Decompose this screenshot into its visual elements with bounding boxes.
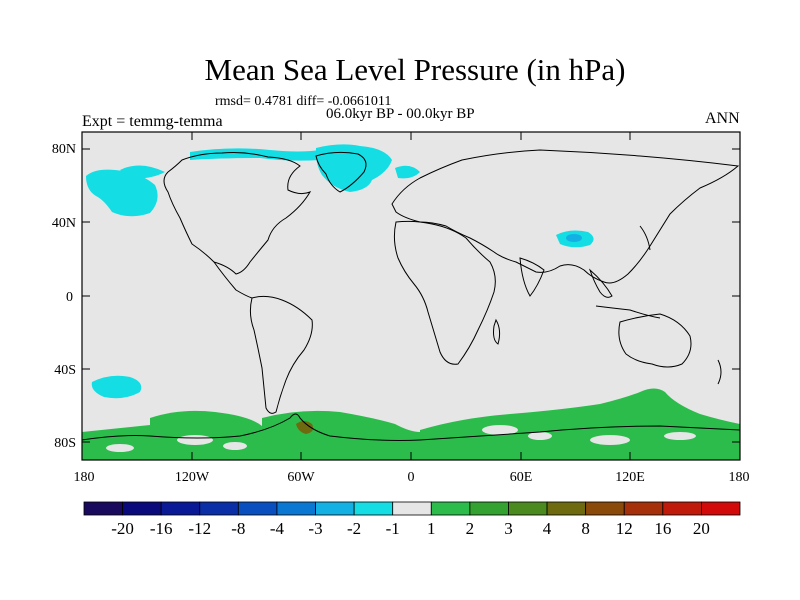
colorbar-label: -20 — [111, 519, 134, 538]
antarctic-gaps — [106, 425, 696, 452]
tibet-core — [566, 234, 582, 242]
lat-label-80n: 80N — [52, 142, 76, 157]
colorbar-swatch — [315, 501, 355, 516]
colorbar-swatch — [276, 501, 316, 516]
north-atlantic-low — [395, 165, 420, 179]
lon-label-120e: 120E — [615, 470, 645, 485]
colorbar-label: -8 — [231, 519, 246, 538]
antarctic-high-east — [420, 388, 740, 460]
lon-ticks — [191, 132, 631, 460]
colorbar-swatch — [585, 501, 625, 516]
colorbar-swatch — [392, 501, 432, 516]
colorbar-label: 4 — [542, 519, 552, 538]
colorbar-label: 20 — [692, 519, 710, 538]
south-pacific-low — [91, 375, 142, 399]
colorbar-swatch — [546, 501, 587, 516]
colorbar-swatch — [237, 501, 278, 516]
central-america-coast — [213, 261, 253, 299]
colorbar — [83, 501, 741, 516]
greenland-coast — [315, 151, 367, 193]
lat-label-40n: 40N — [52, 216, 76, 231]
madagascar-coast — [493, 318, 501, 345]
experiment-label: Expt = temmg-temma — [82, 113, 223, 130]
north-pacific-low-east — [120, 165, 165, 179]
antarctic-high-west — [150, 410, 262, 460]
japan-coast — [639, 225, 651, 251]
australia-coast — [618, 313, 692, 368]
lat-label-0: 0 — [66, 290, 73, 305]
colorbar-label: -12 — [188, 519, 212, 538]
colorbar-swatch — [430, 501, 471, 516]
lon-label-60w: 60W — [287, 470, 315, 485]
south-america-coast — [249, 295, 313, 414]
colorbar-label: 8 — [581, 519, 590, 538]
lon-label-60e: 60E — [510, 470, 533, 485]
eurasia-coast — [391, 149, 740, 284]
colorbar-swatch — [508, 501, 548, 516]
colorbar-label: -3 — [308, 519, 323, 538]
season-label: ANN — [705, 110, 740, 127]
colorbar-label: 16 — [654, 519, 672, 538]
colorbar-swatch — [353, 501, 394, 516]
negative-anomaly-regions — [86, 144, 594, 399]
colorbar-swatch — [623, 501, 664, 516]
colorbar-swatch — [701, 501, 741, 516]
lon-label-120w: 120W — [175, 470, 210, 485]
colorbar-swatch — [469, 501, 509, 516]
coastlines — [81, 149, 741, 441]
lat-ticks — [82, 148, 740, 443]
colorbar-label: 3 — [504, 519, 513, 538]
colorbar-label: 1 — [427, 519, 436, 538]
period-text: 06.0kyr BP - 00.0kyr BP — [326, 106, 475, 122]
greenland-low — [315, 144, 392, 192]
new-zealand-coast — [717, 359, 722, 385]
indonesia-coast — [595, 305, 661, 319]
lon-labels: 180 120W 60W 0 60E 120E 180 — [74, 470, 750, 485]
colorbar-label: -4 — [269, 519, 285, 538]
stats-text: rmsd= 0.4781 diff= -0.0661011 — [215, 94, 392, 109]
colorbar-label: -1 — [385, 519, 400, 538]
colorbar-swatch — [122, 501, 162, 516]
southeast-asia-coast — [588, 268, 613, 298]
lat-labels: 80N 40N 0 40S 80S — [52, 142, 76, 451]
map-title: Mean Sea Level Pressure (in hPa) — [204, 52, 626, 87]
colorbar-label: -16 — [149, 519, 173, 538]
lon-label-0: 0 — [408, 470, 415, 485]
colorbar-swatch — [662, 501, 702, 516]
india-coast — [519, 257, 545, 297]
colorbar-label: 12 — [615, 519, 633, 538]
colorbar-swatch — [83, 501, 123, 516]
antarctica-coast — [81, 413, 741, 441]
positive-anomaly-regions — [82, 388, 740, 460]
lon-label-180e: 180 — [729, 470, 750, 485]
colorbar-swatch — [199, 501, 239, 516]
colorbar-label: -2 — [347, 519, 362, 538]
north-pacific-low — [86, 169, 158, 217]
north-america-coast — [163, 152, 312, 275]
antarctic-band — [82, 425, 150, 460]
lon-label-180w: 180 — [74, 470, 95, 485]
lat-label-80s: 80S — [54, 436, 76, 451]
antarctic-peninsula-high — [296, 421, 314, 434]
colorbar-swatch — [160, 501, 201, 516]
colorbar-label: 2 — [465, 519, 475, 538]
africa-coast — [393, 220, 496, 365]
lat-label-40s: 40S — [54, 363, 76, 378]
